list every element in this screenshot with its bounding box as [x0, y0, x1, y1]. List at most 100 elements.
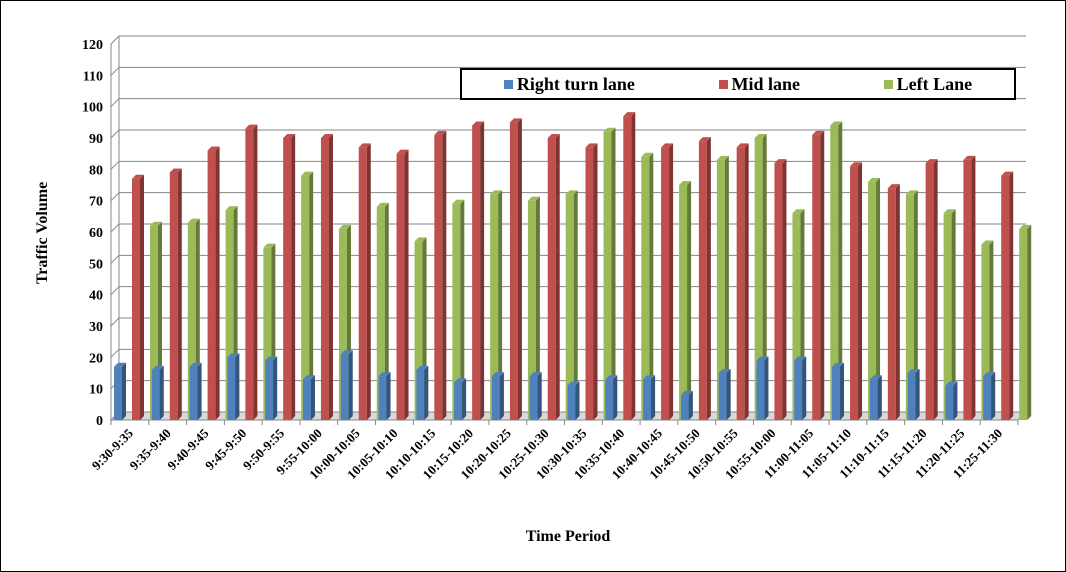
- bar-front: [812, 134, 821, 420]
- bar-front: [754, 138, 763, 420]
- bar-front: [887, 188, 896, 420]
- bar-front: [756, 360, 765, 420]
- y-tick-label: 40: [89, 289, 103, 304]
- bar-top: [434, 130, 447, 135]
- gridline-diagonal: [110, 98, 120, 108]
- bar-top: [283, 134, 296, 138]
- bar-side: [876, 177, 881, 420]
- bar-top: [340, 350, 353, 355]
- bar: [623, 112, 636, 421]
- bar-front: [641, 156, 650, 421]
- bar-top: [547, 134, 560, 138]
- bar-top: [679, 181, 692, 185]
- bar: [472, 121, 485, 420]
- bar: [529, 372, 542, 420]
- bar-side: [386, 372, 391, 420]
- y-tick-label: 110: [83, 69, 103, 84]
- bar: [358, 143, 371, 420]
- bar: [679, 181, 692, 420]
- bar-top: [754, 134, 767, 138]
- bar-top: [169, 168, 182, 173]
- bar: [567, 381, 580, 420]
- bar-side: [177, 168, 182, 420]
- bar: [302, 375, 315, 420]
- bar-side: [537, 372, 542, 420]
- y-tick-label: 70: [89, 195, 103, 210]
- bar-side: [706, 137, 711, 420]
- gridline-diagonal: [110, 35, 120, 45]
- bar-front: [529, 376, 538, 420]
- bar: [283, 134, 296, 420]
- bar: [641, 152, 654, 421]
- bar-side: [197, 362, 202, 420]
- bar-top: [925, 159, 938, 164]
- bar-top: [792, 209, 805, 214]
- legend-item-right-turn-lane: Right turn lane: [503, 73, 635, 95]
- bar-front: [490, 194, 499, 420]
- legend-label: Right turn lane: [516, 73, 635, 94]
- bar-top: [981, 240, 994, 245]
- bar-side: [726, 369, 731, 420]
- bar: [320, 134, 333, 420]
- bar-front: [378, 376, 387, 420]
- bar: [907, 369, 920, 420]
- bar-front: [981, 244, 990, 420]
- bar: [169, 168, 182, 420]
- gridline-diagonal: [110, 317, 120, 327]
- bar-front: [830, 125, 839, 420]
- bar: [245, 124, 258, 420]
- bar-side: [555, 134, 560, 420]
- bar: [756, 356, 769, 420]
- bar-side: [631, 112, 636, 421]
- bar-side: [215, 146, 220, 421]
- bar-front: [869, 379, 878, 420]
- bar-top: [623, 112, 636, 117]
- bar-front: [905, 194, 914, 420]
- bar-top: [698, 137, 711, 142]
- legend-item-left-lane: Left Lane: [883, 74, 972, 95]
- bar-side: [933, 159, 938, 421]
- y-tick-label: 120: [82, 38, 103, 53]
- bar-front: [565, 194, 574, 420]
- bar-front: [603, 131, 612, 420]
- bar-front: [340, 354, 349, 420]
- bar-front: [245, 128, 254, 420]
- bar: [114, 362, 126, 420]
- bar-top: [736, 143, 749, 148]
- bar-side: [744, 143, 749, 420]
- bar-top: [529, 372, 542, 377]
- bar-side: [877, 375, 882, 420]
- bar-side: [895, 184, 900, 420]
- bar: [850, 162, 863, 420]
- gridline-diagonal: [110, 192, 120, 202]
- bar: [565, 190, 578, 420]
- bar: [869, 375, 882, 420]
- bar-top: [794, 356, 807, 361]
- bar: [603, 127, 616, 420]
- bar-top: [301, 171, 314, 176]
- bar: [527, 196, 540, 420]
- bar-front: [358, 147, 367, 420]
- bar: [963, 155, 976, 420]
- bar-top: [774, 159, 787, 164]
- bar-front: [187, 222, 196, 420]
- bar-front: [263, 247, 272, 420]
- bar-top: [263, 243, 276, 248]
- bar: [1019, 224, 1032, 420]
- bar-front: [491, 376, 500, 420]
- bar-top: [245, 124, 258, 129]
- bar-front: [132, 178, 140, 420]
- bar-front: [643, 379, 652, 420]
- bar-side: [820, 130, 825, 420]
- bar-top: [945, 381, 958, 386]
- bar-side: [328, 134, 333, 420]
- gridline-diagonal: [110, 223, 120, 233]
- legend-swatch-icon: [718, 79, 728, 89]
- bar: [812, 130, 825, 420]
- bar: [301, 171, 314, 420]
- bar: [452, 199, 465, 420]
- bar-side: [762, 134, 767, 420]
- bar-top: [227, 353, 240, 358]
- bar-top: [716, 155, 729, 160]
- bar-front: [452, 203, 461, 420]
